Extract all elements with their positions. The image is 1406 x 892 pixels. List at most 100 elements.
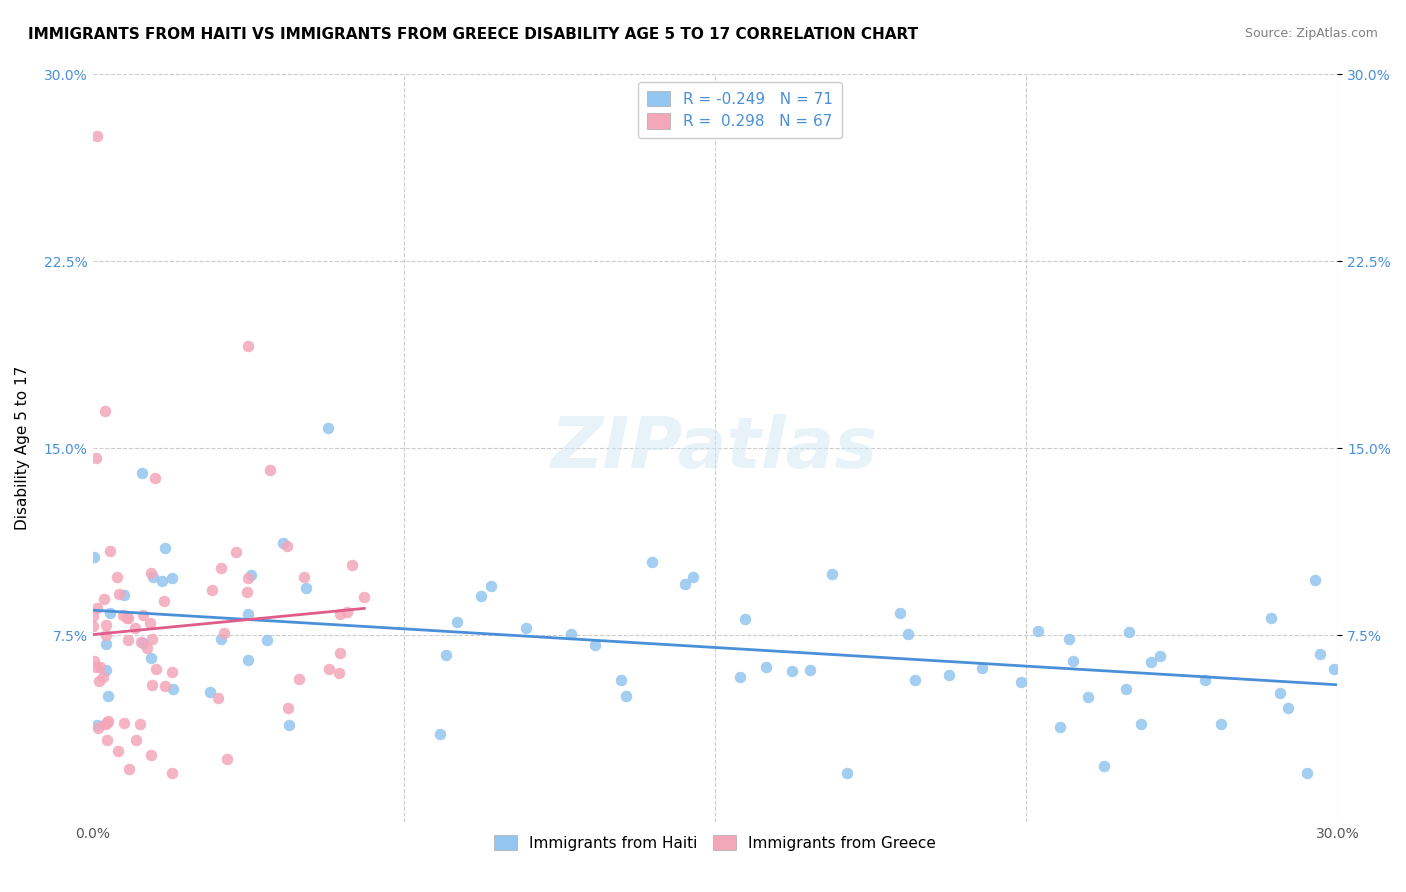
Point [278, 718, 301, 732]
Point [1115, 681, 1137, 696]
Point [728, 670, 751, 684]
Point [276, 539, 298, 553]
Point [155, 679, 177, 693]
Point [117, 633, 139, 648]
Point [89, 660, 111, 674]
Point [94, 637, 117, 651]
Point [141, 632, 163, 646]
Point [1295, 765, 1317, 780]
Point [93, 591, 115, 606]
Point [821, 566, 844, 581]
Point [889, 606, 911, 620]
Point [429, 727, 451, 741]
Point [256, 632, 278, 647]
Point [780, 664, 803, 678]
Point [340, 558, 363, 572]
Point [145, 662, 167, 676]
Point [160, 665, 183, 679]
Point [112, 588, 135, 602]
Point [1062, 654, 1084, 668]
Point [1303, 573, 1326, 587]
Point [136, 641, 159, 656]
Point [118, 762, 141, 776]
Point [94, 617, 117, 632]
Y-axis label: Disability Age 5 to 17: Disability Age 5 to 17 [15, 366, 30, 531]
Point [470, 589, 492, 603]
Point [1026, 624, 1049, 638]
Point [583, 638, 606, 652]
Point [1149, 649, 1171, 664]
Point [152, 594, 174, 608]
Point [125, 733, 148, 747]
Point [560, 627, 582, 641]
Point [1194, 673, 1216, 688]
Point [84, 660, 107, 674]
Point [259, 463, 281, 477]
Point [1268, 686, 1291, 700]
Point [1118, 625, 1140, 640]
Point [129, 635, 152, 649]
Point [94, 717, 117, 731]
Point [112, 716, 135, 731]
Point [288, 672, 311, 686]
Point [938, 667, 960, 681]
Point [98, 543, 121, 558]
Point [209, 632, 232, 647]
Point [215, 752, 238, 766]
Point [96, 733, 118, 747]
Point [112, 607, 135, 622]
Point [86, 129, 108, 144]
Point [86, 451, 108, 466]
Point [1049, 720, 1071, 734]
Point [131, 466, 153, 480]
Text: ZIPatlas: ZIPatlas [551, 414, 879, 483]
Point [329, 646, 352, 660]
Point [82, 608, 104, 623]
Point [1260, 611, 1282, 625]
Point [160, 571, 183, 585]
Point [139, 748, 162, 763]
Point [131, 636, 153, 650]
Point [896, 626, 918, 640]
Point [1057, 632, 1080, 646]
Point [83, 654, 105, 668]
Point [139, 616, 162, 631]
Point [201, 582, 224, 597]
Point [1209, 716, 1232, 731]
Point [97, 714, 120, 728]
Point [1130, 717, 1153, 731]
Point [238, 653, 260, 667]
Point [96, 716, 118, 731]
Point [316, 420, 339, 434]
Point [139, 566, 162, 581]
Point [240, 567, 263, 582]
Legend: R = -0.249   N = 71, R =  0.298   N = 67: R = -0.249 N = 71, R = 0.298 N = 67 [638, 82, 842, 138]
Point [150, 574, 173, 588]
Point [236, 339, 259, 353]
Point [153, 541, 176, 555]
Point [91, 670, 114, 684]
Point [97, 689, 120, 703]
Point [236, 585, 259, 599]
Point [734, 612, 756, 626]
Point [162, 682, 184, 697]
Point [329, 607, 352, 622]
Point [207, 690, 229, 705]
Point [108, 587, 131, 601]
Point [515, 621, 537, 635]
Point [98, 606, 121, 620]
Point [94, 663, 117, 677]
Point [1010, 674, 1032, 689]
Point [236, 607, 259, 622]
Point [1277, 701, 1299, 715]
Point [318, 662, 340, 676]
Point [641, 555, 664, 569]
Point [86, 721, 108, 735]
Point [614, 689, 637, 703]
Point [83, 550, 105, 565]
Text: Source: ZipAtlas.com: Source: ZipAtlas.com [1244, 27, 1378, 40]
Point [336, 605, 359, 619]
Point [271, 536, 294, 550]
Point [1092, 758, 1115, 772]
Point [89, 674, 111, 689]
